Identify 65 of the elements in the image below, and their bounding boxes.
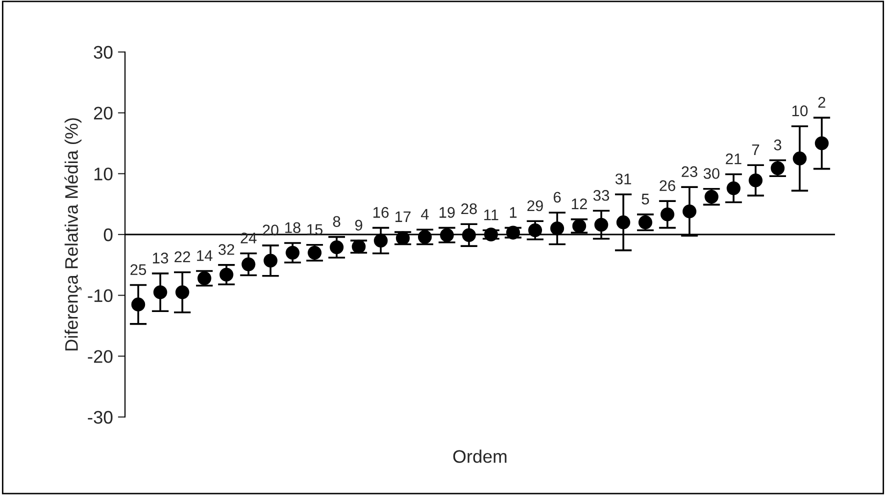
- y-tick-label: -10: [88, 289, 112, 302]
- point: [352, 240, 366, 254]
- annotation: 11: [484, 210, 498, 220]
- annotation: 7: [752, 144, 760, 156]
- annotation: 2: [818, 96, 826, 108]
- point: [792, 152, 807, 166]
- annotation: 23: [682, 166, 698, 178]
- point: [220, 268, 234, 282]
- x-axis-title: Ordem: [453, 450, 506, 463]
- annotation: 30: [704, 168, 720, 179]
- annotation: 15: [307, 224, 322, 235]
- annotation: 19: [440, 207, 455, 218]
- annotation: 8: [333, 216, 340, 227]
- point: [814, 136, 829, 150]
- y-axis-title: Diferença Relativa Média (%): [64, 118, 82, 350]
- point: [175, 285, 190, 300]
- y-tick-label: 20: [94, 106, 112, 120]
- annotation: 1: [510, 207, 517, 218]
- point: [660, 208, 674, 222]
- point: [726, 181, 740, 196]
- annotation: 29: [527, 200, 543, 212]
- annotation: 20: [262, 224, 278, 236]
- annotation: 25: [130, 264, 146, 276]
- point: [153, 285, 168, 300]
- point: [748, 173, 763, 188]
- annotation: 33: [593, 190, 610, 201]
- point: [594, 218, 608, 232]
- annotation: 4: [420, 209, 429, 220]
- annotation: 14: [197, 250, 212, 261]
- annotation: 24: [240, 232, 257, 244]
- point: [286, 246, 300, 260]
- point: [682, 204, 696, 218]
- annotation: 17: [395, 211, 411, 222]
- point: [506, 226, 520, 240]
- y-tick-label: -20: [88, 350, 112, 363]
- y-tick-label: 30: [94, 46, 112, 59]
- point: [330, 240, 344, 254]
- annotation: 32: [218, 244, 234, 255]
- annotation: 21: [726, 153, 742, 164]
- annotation: 28: [461, 203, 477, 214]
- point: [484, 228, 498, 242]
- annotation: 22: [174, 251, 190, 262]
- point: [528, 223, 542, 238]
- annotation: 16: [373, 207, 389, 218]
- point: [616, 215, 630, 230]
- point: [462, 228, 476, 242]
- point: [374, 234, 388, 248]
- y-tick-label: 0: [104, 228, 112, 242]
- annotation: 18: [285, 222, 300, 234]
- point: [550, 222, 564, 236]
- y-tick-label: -30: [88, 410, 112, 424]
- annotation: 13: [152, 252, 168, 264]
- annotation: 6: [554, 192, 561, 203]
- annotation: 5: [642, 194, 649, 204]
- annotation: 10: [792, 105, 808, 116]
- point: [131, 298, 146, 312]
- point: [396, 231, 410, 246]
- point: [264, 254, 278, 268]
- annotation: 3: [774, 140, 782, 150]
- annotation: 31: [615, 174, 632, 184]
- annotation: 26: [660, 180, 676, 192]
- annotation: 12: [572, 198, 587, 210]
- annotation: 9: [355, 220, 362, 231]
- y-tick-label: 10: [94, 168, 112, 180]
- point: [242, 257, 256, 272]
